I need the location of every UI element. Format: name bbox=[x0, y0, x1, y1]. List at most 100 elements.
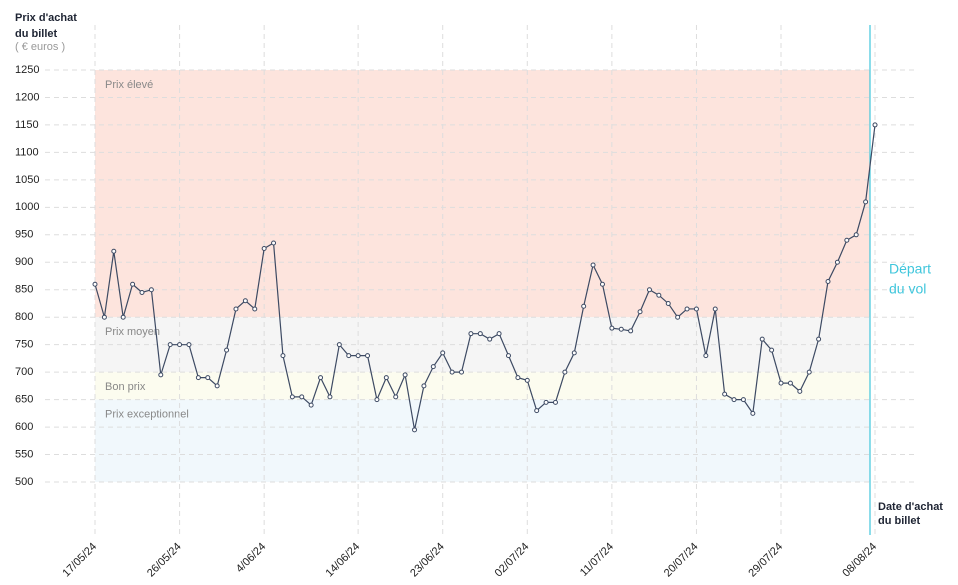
price-point bbox=[346, 353, 352, 359]
price-point bbox=[797, 388, 803, 394]
price-point bbox=[675, 314, 681, 320]
x-tick-label: 23/06/24 bbox=[408, 541, 447, 580]
price-point bbox=[524, 377, 530, 383]
price-point bbox=[158, 372, 164, 378]
price-point bbox=[599, 281, 605, 287]
price-point bbox=[280, 353, 286, 359]
price-point bbox=[148, 287, 154, 293]
price-point bbox=[289, 394, 295, 400]
y-tick-label: 900 bbox=[15, 256, 33, 268]
x-tick-label: 29/07/24 bbox=[746, 541, 785, 580]
y-tick-label: 500 bbox=[15, 476, 33, 488]
price-point bbox=[271, 240, 277, 246]
price-band bbox=[95, 70, 870, 318]
price-point bbox=[722, 391, 728, 397]
price-line bbox=[94, 124, 876, 430]
price-point bbox=[590, 262, 596, 268]
price-point bbox=[656, 292, 662, 298]
price-point bbox=[233, 306, 239, 312]
band-label: Prix moyen bbox=[105, 326, 160, 338]
price-point bbox=[778, 380, 784, 386]
price-point bbox=[459, 369, 465, 375]
price-point bbox=[355, 353, 361, 359]
price-point bbox=[787, 380, 793, 386]
price-point bbox=[628, 328, 634, 334]
y-tick-label: 550 bbox=[15, 448, 33, 460]
price-point bbox=[562, 369, 568, 375]
price-point bbox=[205, 375, 211, 381]
band-label: Prix élevé bbox=[105, 79, 153, 91]
x-axis-title: Date d'achat bbox=[878, 501, 943, 513]
band-label: Bon prix bbox=[105, 381, 146, 393]
y-tick-label: 1050 bbox=[15, 174, 39, 186]
price-point bbox=[496, 331, 502, 337]
price-point bbox=[130, 281, 136, 287]
price-point bbox=[543, 399, 549, 405]
price-point bbox=[618, 326, 624, 332]
price-point bbox=[195, 375, 201, 381]
price-point bbox=[487, 336, 493, 342]
x-tick-label: 20/07/24 bbox=[662, 541, 701, 580]
price-point bbox=[308, 402, 314, 408]
price-point bbox=[872, 122, 878, 128]
x-tick-label: 17/05/24 bbox=[60, 541, 99, 580]
y-tick-label: 1100 bbox=[15, 146, 39, 158]
price-point bbox=[637, 309, 643, 315]
price-point bbox=[177, 342, 183, 348]
x-tick-label: 4/06/24 bbox=[234, 541, 268, 575]
price-point bbox=[214, 383, 220, 389]
price-point bbox=[92, 281, 98, 287]
price-point bbox=[834, 259, 840, 265]
y-tick-label: 950 bbox=[15, 229, 33, 241]
x-tick-label: 14/06/24 bbox=[324, 541, 363, 580]
price-point bbox=[853, 232, 859, 238]
price-point bbox=[816, 336, 822, 342]
band-label: Prix exceptionnel bbox=[105, 409, 189, 421]
price-point bbox=[101, 314, 107, 320]
price-point bbox=[731, 397, 737, 403]
price-point bbox=[336, 342, 342, 348]
x-tick-label: 02/07/24 bbox=[493, 541, 532, 580]
price-point bbox=[412, 427, 418, 433]
price-point bbox=[505, 353, 511, 359]
y-tick-label: 1150 bbox=[15, 119, 39, 131]
price-point bbox=[759, 336, 765, 342]
y-axis-title: Prix d'achat bbox=[15, 12, 77, 24]
price-point bbox=[299, 394, 305, 400]
price-point bbox=[120, 314, 126, 320]
price-point bbox=[581, 303, 587, 309]
price-point bbox=[769, 347, 775, 353]
price-point bbox=[242, 298, 248, 304]
price-point bbox=[440, 350, 446, 356]
x-tick-label: 08/08/24 bbox=[840, 541, 879, 580]
price-point bbox=[261, 246, 267, 252]
x-tick-label: 26/05/24 bbox=[145, 541, 184, 580]
price-point bbox=[740, 397, 746, 403]
y-tick-label: 750 bbox=[15, 339, 33, 351]
price-point bbox=[430, 364, 436, 370]
price-point bbox=[449, 369, 455, 375]
price-point bbox=[825, 278, 831, 284]
price-point bbox=[318, 375, 324, 381]
departure-label: Départ bbox=[889, 261, 931, 277]
price-point bbox=[844, 237, 850, 243]
price-band bbox=[95, 399, 870, 482]
price-point bbox=[393, 394, 399, 400]
y-tick-label: 800 bbox=[15, 311, 33, 323]
departure-label: du vol bbox=[889, 281, 926, 297]
price-point bbox=[693, 306, 699, 312]
y-axis-unit: ( € euros ) bbox=[15, 41, 65, 53]
price-point bbox=[468, 331, 474, 337]
price-point bbox=[515, 375, 521, 381]
price-point bbox=[571, 350, 577, 356]
price-point bbox=[684, 306, 690, 312]
price-point bbox=[111, 248, 117, 254]
price-point bbox=[665, 300, 671, 306]
price-point bbox=[646, 287, 652, 293]
x-axis-title: du billet bbox=[878, 515, 921, 527]
price-point bbox=[806, 369, 812, 375]
y-tick-label: 600 bbox=[15, 421, 33, 433]
price-point bbox=[402, 372, 408, 378]
y-tick-label: 700 bbox=[15, 366, 33, 378]
